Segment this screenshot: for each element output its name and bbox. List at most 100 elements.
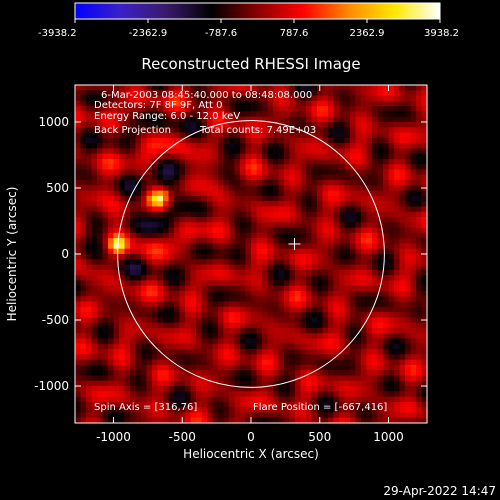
- heatmap-cell: [212, 174, 219, 181]
- heatmap-cell: [212, 164, 219, 170]
- heatmap-cell: [135, 269, 142, 276]
- heatmap-cell: [300, 254, 307, 260]
- heatmap-cell: [240, 290, 246, 297]
- heatmap-cell: [289, 248, 296, 255]
- heatmap-cell: [251, 243, 257, 250]
- heatmap-cell: [366, 391, 373, 397]
- heatmap-cell: [240, 386, 246, 392]
- heatmap-cell: [152, 290, 158, 297]
- heatmap-cell: [196, 285, 202, 292]
- heatmap-cell: [245, 269, 252, 276]
- heatmap-cell: [91, 296, 98, 302]
- heatmap-cell: [234, 380, 241, 387]
- heatmap-cell: [190, 180, 197, 186]
- heatmap-cell: [284, 269, 290, 276]
- heatmap-cell: [328, 333, 334, 339]
- heatmap-cell: [361, 327, 367, 334]
- heatmap-cell: [234, 90, 241, 96]
- heatmap-cell: [223, 201, 230, 207]
- heatmap-cell: [262, 364, 268, 371]
- heatmap-cell: [322, 190, 329, 197]
- heatmap-cell: [350, 185, 356, 192]
- heatmap-cell: [339, 254, 345, 260]
- heatmap-cell: [102, 121, 109, 128]
- heatmap-cell: [174, 90, 180, 96]
- heatmap-cell: [355, 317, 362, 324]
- heatmap-cell: [410, 333, 417, 339]
- heatmap-cell: [119, 95, 125, 102]
- heatmap-cell: [317, 359, 323, 366]
- heatmap-cell: [350, 164, 356, 170]
- heatmap-cell: [366, 158, 373, 165]
- heatmap-cell: [306, 349, 312, 355]
- heatmap-cell: [339, 195, 345, 202]
- heatmap-cell: [91, 343, 98, 350]
- heatmap-cell: [168, 148, 175, 155]
- heatmap-cell: [339, 327, 345, 334]
- heatmap-cell: [267, 391, 274, 397]
- heatmap-cell: [405, 238, 411, 244]
- heatmap-cell: [372, 386, 378, 392]
- heatmap-cell: [410, 396, 417, 403]
- heatmap-cell: [399, 132, 406, 139]
- heatmap-cell: [152, 185, 158, 192]
- heatmap-cell: [361, 317, 367, 324]
- heatmap-cell: [278, 285, 285, 292]
- heatmap-cell: [388, 354, 395, 361]
- heatmap-cell: [306, 158, 312, 165]
- heatmap-cell: [80, 111, 87, 118]
- heatmap-cell: [234, 338, 241, 345]
- heatmap-cell: [262, 322, 268, 329]
- heatmap-cell: [416, 354, 422, 361]
- heatmap-cell: [317, 174, 323, 181]
- heatmap-cell: [410, 137, 417, 144]
- heatmap-cell: [124, 349, 131, 355]
- heatmap-cell: [201, 333, 208, 339]
- heatmap-cell: [152, 333, 158, 339]
- heatmap-cell: [394, 327, 400, 334]
- heatmap-cell: [212, 227, 219, 234]
- heatmap-cell: [306, 275, 312, 281]
- heatmap-cell: [75, 116, 81, 123]
- heatmap-cell: [317, 248, 323, 255]
- heatmap-cell: [124, 354, 131, 361]
- heatmap-cell: [306, 243, 312, 250]
- heatmap-cell: [300, 238, 307, 244]
- heatmap-cell: [218, 333, 224, 339]
- heatmap-cell: [300, 100, 307, 107]
- heatmap-cell: [350, 338, 356, 345]
- heatmap-cell: [405, 322, 411, 329]
- heatmap-cell: [267, 164, 274, 170]
- heatmap-cell: [91, 349, 98, 355]
- heatmap-cell: [355, 164, 362, 170]
- heatmap-cell: [350, 322, 356, 329]
- heatmap-cell: [300, 90, 307, 96]
- colorbar-tick-label: 3938.2: [424, 28, 459, 39]
- heatmap-cell: [163, 164, 169, 170]
- heatmap-cell: [80, 296, 87, 302]
- heatmap-cell: [185, 254, 191, 260]
- heatmap-cell: [377, 380, 384, 387]
- heatmap-cell: [344, 95, 351, 102]
- heatmap-cell: [366, 322, 373, 329]
- heatmap-cell: [174, 370, 180, 376]
- heatmap-cell: [410, 153, 417, 160]
- heatmap-cell: [399, 349, 406, 355]
- heatmap-cell: [91, 180, 98, 186]
- heatmap-cell: [163, 227, 169, 234]
- heatmap-cell: [157, 111, 164, 118]
- heatmap-cell: [86, 227, 92, 234]
- heatmap-cell: [383, 222, 389, 228]
- heatmap-cell: [152, 264, 158, 271]
- heatmap-cell: [86, 301, 92, 308]
- heatmap-cell: [300, 380, 307, 387]
- heatmap-cell: [399, 85, 406, 91]
- heatmap-cell: [344, 375, 351, 382]
- heatmap-cell: [102, 100, 109, 107]
- heatmap-cell: [240, 90, 246, 96]
- heatmap-cell: [306, 412, 312, 419]
- heatmap-cell: [223, 121, 230, 128]
- heatmap-cell: [108, 127, 114, 133]
- heatmap-cell: [229, 301, 235, 308]
- heatmap-cell: [185, 317, 191, 324]
